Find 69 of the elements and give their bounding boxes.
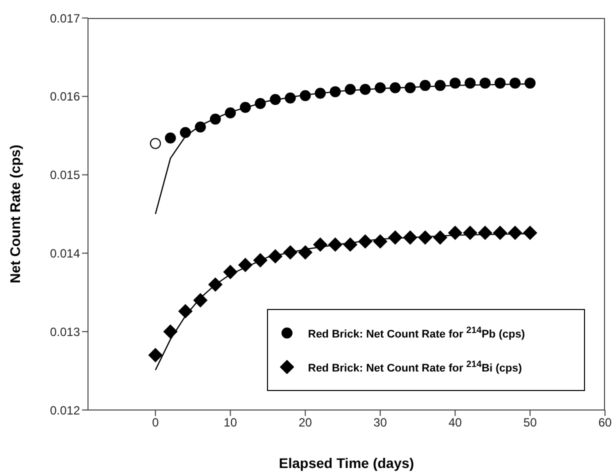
point xyxy=(404,82,416,94)
y-tick-label: 0.014 xyxy=(50,246,80,260)
point xyxy=(224,107,236,118)
point xyxy=(524,78,536,89)
point xyxy=(148,348,162,362)
legend-label: Red Brick: Net Count Rate for $^{214}$Bi (cps) xyxy=(308,359,522,375)
point xyxy=(164,132,176,144)
point xyxy=(178,304,192,318)
point xyxy=(163,324,178,339)
y-axis-title: Net Count Rate (cps) xyxy=(7,144,23,284)
point xyxy=(478,226,492,240)
point xyxy=(300,90,311,102)
point xyxy=(238,258,252,272)
point xyxy=(194,121,206,132)
y-tick-label: 0.013 xyxy=(50,324,80,339)
point xyxy=(253,253,268,268)
y-tick-label: 0.012 xyxy=(50,403,80,418)
point xyxy=(284,92,296,104)
point xyxy=(480,78,491,89)
x-tick-label: 0 xyxy=(152,416,160,430)
x-tick-label: 40 xyxy=(448,416,462,430)
point xyxy=(510,78,521,89)
x-tick-label: 60 xyxy=(598,416,612,430)
point xyxy=(358,234,372,248)
point xyxy=(463,226,478,240)
point xyxy=(450,78,461,89)
point xyxy=(344,84,356,95)
x-tick-label: 30 xyxy=(374,416,388,430)
y-tick-label: 0.016 xyxy=(50,90,80,104)
point xyxy=(434,80,446,91)
point xyxy=(180,126,191,138)
point xyxy=(240,102,251,113)
point xyxy=(343,238,358,252)
point xyxy=(313,238,328,252)
y-tick-label: 0.017 xyxy=(50,11,80,26)
x-tick-label: 50 xyxy=(523,416,538,430)
y-tick-label: 0.015 xyxy=(50,168,80,182)
point xyxy=(373,234,388,248)
point xyxy=(374,82,386,94)
point xyxy=(254,98,266,109)
point xyxy=(150,138,161,149)
point xyxy=(210,114,221,125)
point xyxy=(193,293,208,308)
point xyxy=(390,82,401,94)
x-tick-label: 10 xyxy=(224,416,238,430)
point xyxy=(494,78,506,89)
x-tick-label: 20 xyxy=(298,416,312,430)
point xyxy=(420,80,431,91)
point xyxy=(270,94,281,106)
legend-label: Red Brick: Net Count Rate for $^{214}$Pb (cps) xyxy=(308,325,525,341)
point xyxy=(448,226,462,240)
point xyxy=(283,245,298,260)
x-axis-title: Elapsed Time (days) xyxy=(278,455,414,471)
point xyxy=(418,230,432,245)
point xyxy=(298,245,312,260)
point xyxy=(330,86,341,98)
point xyxy=(493,226,508,240)
point xyxy=(403,230,418,245)
point xyxy=(388,230,402,245)
point xyxy=(328,238,342,252)
point xyxy=(223,265,238,280)
point xyxy=(508,226,522,240)
point xyxy=(360,84,371,95)
point xyxy=(208,278,222,292)
point xyxy=(523,226,538,240)
point xyxy=(464,78,476,89)
point xyxy=(314,88,326,99)
point xyxy=(268,249,282,264)
point xyxy=(433,230,448,245)
